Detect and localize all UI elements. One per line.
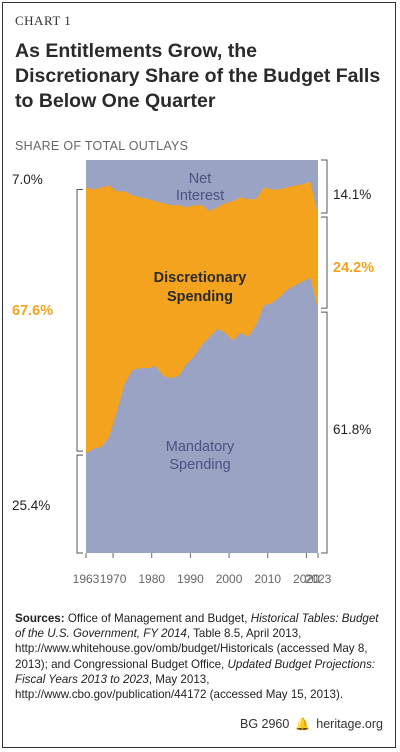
mandatory-label-2: Spending xyxy=(169,457,230,473)
x-tick-label: 1963 xyxy=(73,572,100,586)
sources-text-3: , May 2013, http://www.cbo.gov/publicati… xyxy=(15,672,344,702)
sources-label: Sources: xyxy=(15,612,65,625)
left-discretionary-value: 67.6% xyxy=(12,303,53,319)
sources-title-2: Updated Budget Projections: Fiscal Years… xyxy=(15,657,376,686)
net-interest-label-2: Interest xyxy=(176,188,224,204)
chart-number: CHART 1 xyxy=(15,13,72,28)
discretionary-label-2: Spending xyxy=(167,289,233,305)
bell-icon: 🔔 xyxy=(295,717,311,731)
right-discretionary-bracket xyxy=(321,216,328,309)
chart-areas xyxy=(86,160,318,553)
chart-brackets xyxy=(76,159,328,554)
chart-title: As Entitlements Grow, the Discretionary … xyxy=(15,40,381,112)
site-name: heritage.org xyxy=(316,717,383,731)
right-net-interest-bracket xyxy=(321,159,328,214)
chart-texts: 7.0% 67.6% 25.4% 14.1% 24.2% 61.8% NetInterest… xyxy=(12,171,374,513)
left-mandatory-bracket xyxy=(76,454,83,554)
footer: BG 2960 🔔 heritage.org xyxy=(240,717,383,731)
right-discretionary-value: 24.2% xyxy=(333,260,374,276)
right-mandatory-bracket xyxy=(321,311,328,554)
x-tick-label: 2010 xyxy=(254,572,281,586)
chart-card: CHART 1 As Entitlements Grow, the Discre… xyxy=(2,2,396,748)
sources-text-2: , Table 8.5, April 2013, http://www.whit… xyxy=(15,627,368,671)
mandatory-label-1: Mandatory xyxy=(166,439,235,455)
discretionary-area xyxy=(86,181,318,454)
right-net-interest-value: 14.1% xyxy=(333,187,371,202)
x-tick-label: 1980 xyxy=(138,572,165,586)
sources-title-1: Historical Tables: Budget of the U.S. Go… xyxy=(15,612,379,641)
chart-subtitle: SHARE OF TOTAL OUTLAYS xyxy=(15,139,189,153)
sources-note: Sources: Office of Management and Budget… xyxy=(15,611,389,702)
x-tick-label: 2023 xyxy=(305,572,332,586)
sources-text-1: Office of Management and Budget, xyxy=(67,612,248,625)
right-mandatory-value: 61.8% xyxy=(333,422,371,437)
bg-number: BG 2960 xyxy=(239,717,290,731)
left-discretionary-bracket xyxy=(76,189,83,452)
net-interest-label-1: Net xyxy=(189,171,212,187)
discretionary-label-1: Discretionary xyxy=(154,270,247,286)
x-tick-label: 2020 xyxy=(293,572,320,586)
mandatory-area xyxy=(86,277,318,553)
x-tick-label: 1990 xyxy=(177,572,204,586)
left-net-interest-value: 7.0% xyxy=(12,172,43,187)
x-tick-label: 2000 xyxy=(216,572,243,586)
left-mandatory-value: 25.4% xyxy=(12,498,50,513)
x-tick-label: 1970 xyxy=(100,572,127,586)
